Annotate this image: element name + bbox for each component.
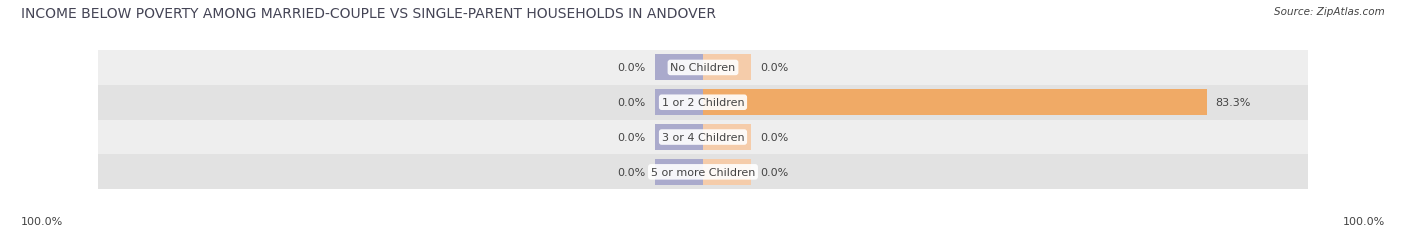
Text: No Children: No Children: [671, 63, 735, 73]
Bar: [703, 90, 1206, 116]
Bar: [98, 155, 1308, 189]
Text: 83.3%: 83.3%: [1216, 98, 1251, 108]
Text: INCOME BELOW POVERTY AMONG MARRIED-COUPLE VS SINGLE-PARENT HOUSEHOLDS IN ANDOVER: INCOME BELOW POVERTY AMONG MARRIED-COUPL…: [21, 7, 716, 21]
Text: 0.0%: 0.0%: [617, 132, 645, 143]
Bar: [655, 55, 703, 81]
Text: Source: ZipAtlas.com: Source: ZipAtlas.com: [1274, 7, 1385, 17]
Bar: [98, 51, 1308, 85]
Text: 0.0%: 0.0%: [617, 63, 645, 73]
Bar: [703, 125, 751, 150]
Bar: [655, 159, 703, 185]
Text: 5 or more Children: 5 or more Children: [651, 167, 755, 177]
Bar: [98, 85, 1308, 120]
Text: 0.0%: 0.0%: [761, 63, 789, 73]
Text: 0.0%: 0.0%: [617, 167, 645, 177]
Text: 100.0%: 100.0%: [21, 216, 63, 226]
Bar: [655, 125, 703, 150]
Text: 0.0%: 0.0%: [617, 98, 645, 108]
Text: 0.0%: 0.0%: [761, 167, 789, 177]
Bar: [98, 120, 1308, 155]
Text: 3 or 4 Children: 3 or 4 Children: [662, 132, 744, 143]
Text: 0.0%: 0.0%: [761, 132, 789, 143]
Bar: [655, 90, 703, 116]
Text: 100.0%: 100.0%: [1343, 216, 1385, 226]
Bar: [703, 55, 751, 81]
Text: 1 or 2 Children: 1 or 2 Children: [662, 98, 744, 108]
Bar: [703, 159, 751, 185]
